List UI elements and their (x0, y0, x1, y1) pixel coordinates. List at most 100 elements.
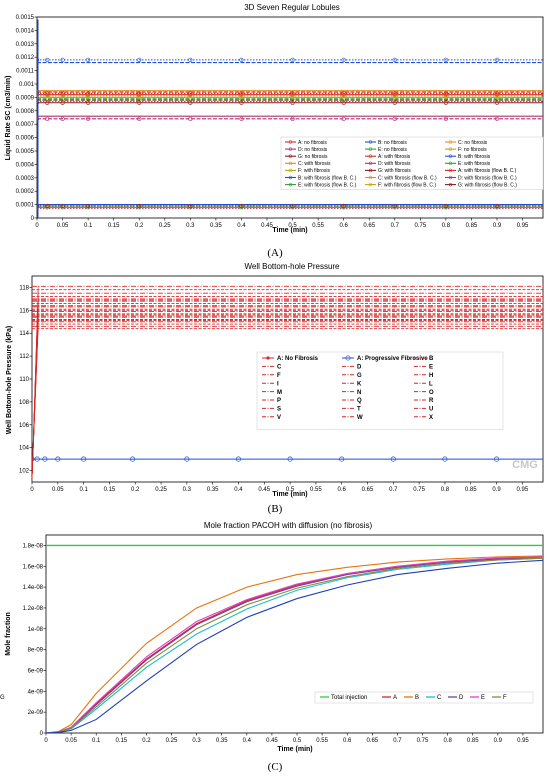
legend-marker (448, 161, 453, 166)
series-marker (392, 116, 397, 121)
legend-entry: A: No Fibrosis (277, 356, 319, 362)
x-tick-label: 0.5 (286, 487, 295, 493)
series-marker (392, 203, 397, 209)
legend-entry: K (357, 381, 362, 387)
y-tick-label: 110 (19, 377, 29, 383)
series-marker (60, 92, 65, 97)
series-marker (86, 91, 91, 96)
legend-marker (448, 154, 453, 158)
series-marker (239, 116, 244, 121)
legend-marker (288, 161, 293, 166)
legend-entry: V (277, 415, 281, 421)
series-marker (137, 116, 142, 121)
series-marker (45, 95, 50, 100)
y-tick-label: 1.6e-08 (23, 564, 44, 570)
panel-c-plot-area (45, 534, 544, 734)
series-marker (443, 95, 448, 100)
x-tick-label: 0.45 (261, 223, 273, 229)
panel-c-y-axis-label: Mole fraction (5, 612, 12, 656)
series-marker (130, 456, 136, 462)
legend-entry: A: with fibrosis (378, 154, 411, 160)
legend-entry: X (429, 415, 433, 421)
panel-b-x-axis-label: Time (min) (272, 491, 307, 498)
panel-c-x-axis-label: Time (min) (277, 746, 312, 753)
series-marker (494, 91, 500, 96)
y-tick-label: 106 (19, 423, 30, 429)
y-tick-label: 2e-09 (28, 710, 44, 716)
series-marker (60, 203, 65, 209)
x-tick-label: 0.65 (363, 223, 375, 229)
series-marker (55, 456, 61, 462)
series-marker (60, 57, 65, 62)
legend-entry: A: Progressive Fibrosive (357, 356, 428, 362)
legend-entry: C: no fibrosis (458, 140, 488, 146)
legend-marker (368, 182, 373, 187)
y-tick-label: 0.0005 (16, 149, 35, 155)
series-marker (37, 203, 40, 209)
x-tick-label: 0.35 (207, 487, 219, 493)
x-tick-label: 0.05 (57, 223, 69, 229)
legend-entry: G (0, 695, 5, 701)
x-tick-label: 0.25 (159, 223, 171, 229)
legend-entry: C: with fibrosis (flow B. C.) (378, 175, 437, 181)
series-marker (341, 203, 346, 209)
series-marker (546, 204, 550, 208)
panel-a-x-axis-label: Time (min) (272, 227, 307, 234)
x-tick-label: 0.85 (465, 487, 477, 493)
panel-c-caption: (C) (268, 761, 283, 773)
panel-a-caption: (A) (267, 247, 283, 259)
legend-entry: F (503, 695, 507, 701)
series-marker (290, 95, 295, 100)
series-marker (86, 203, 91, 209)
legend-entry: W (357, 415, 363, 421)
series-rise (32, 310, 39, 480)
series-layer (37, 19, 550, 218)
legend-entry: N (357, 390, 361, 396)
legend-entry: B (429, 356, 434, 362)
series-marker (443, 91, 448, 96)
legend-entry: L (429, 381, 433, 387)
series-marker (188, 116, 193, 121)
series-marker (392, 57, 397, 62)
x-tick-label: 0.9 (492, 487, 501, 493)
legend-entry: H (429, 373, 433, 379)
y-tick-label: 1e-08 (28, 627, 44, 633)
series-marker (546, 96, 550, 100)
series-marker (239, 57, 244, 62)
legend-entry: C (277, 365, 282, 371)
legend-entry: S (277, 407, 281, 413)
series-marker (494, 57, 500, 62)
series-marker (443, 203, 448, 209)
y-tick-label: 102 (19, 469, 30, 475)
y-tick-label: 0.0012 (16, 55, 35, 61)
x-tick-label: 0 (30, 487, 34, 493)
series-marker (45, 57, 50, 62)
series-marker (290, 91, 295, 96)
x-tick-label: 0.95 (517, 738, 529, 744)
legend-marker (288, 147, 293, 151)
legend-entry: R (429, 398, 434, 404)
legend-marker (448, 168, 453, 173)
series-marker (290, 203, 295, 209)
panel-a-y-axis-label: Liquid Rate SC (cm3/min) (5, 76, 12, 161)
series-marker (235, 456, 242, 462)
series-marker (341, 116, 346, 121)
legend-entry: C (437, 695, 442, 701)
legend-entry: U (429, 407, 433, 413)
panel-c-legend (314, 691, 534, 704)
series-marker (390, 456, 396, 462)
series-marker (45, 91, 50, 96)
legend-entry: E: with fibrosis (flow B. C.) (298, 182, 357, 188)
series-marker (341, 95, 346, 100)
x-tick-label: 0.8 (441, 487, 450, 493)
series-marker (290, 57, 295, 62)
series-marker (32, 456, 35, 462)
x-tick-label: 0.8 (443, 738, 452, 744)
series-marker (37, 57, 40, 62)
legend-entry: C: with fibrosis (298, 161, 331, 167)
series-marker (494, 203, 500, 209)
x-tick-label: 0.25 (155, 487, 167, 493)
x-tick-label: 0.4 (237, 223, 246, 229)
legend-marker (368, 175, 373, 180)
series-marker (493, 456, 500, 462)
